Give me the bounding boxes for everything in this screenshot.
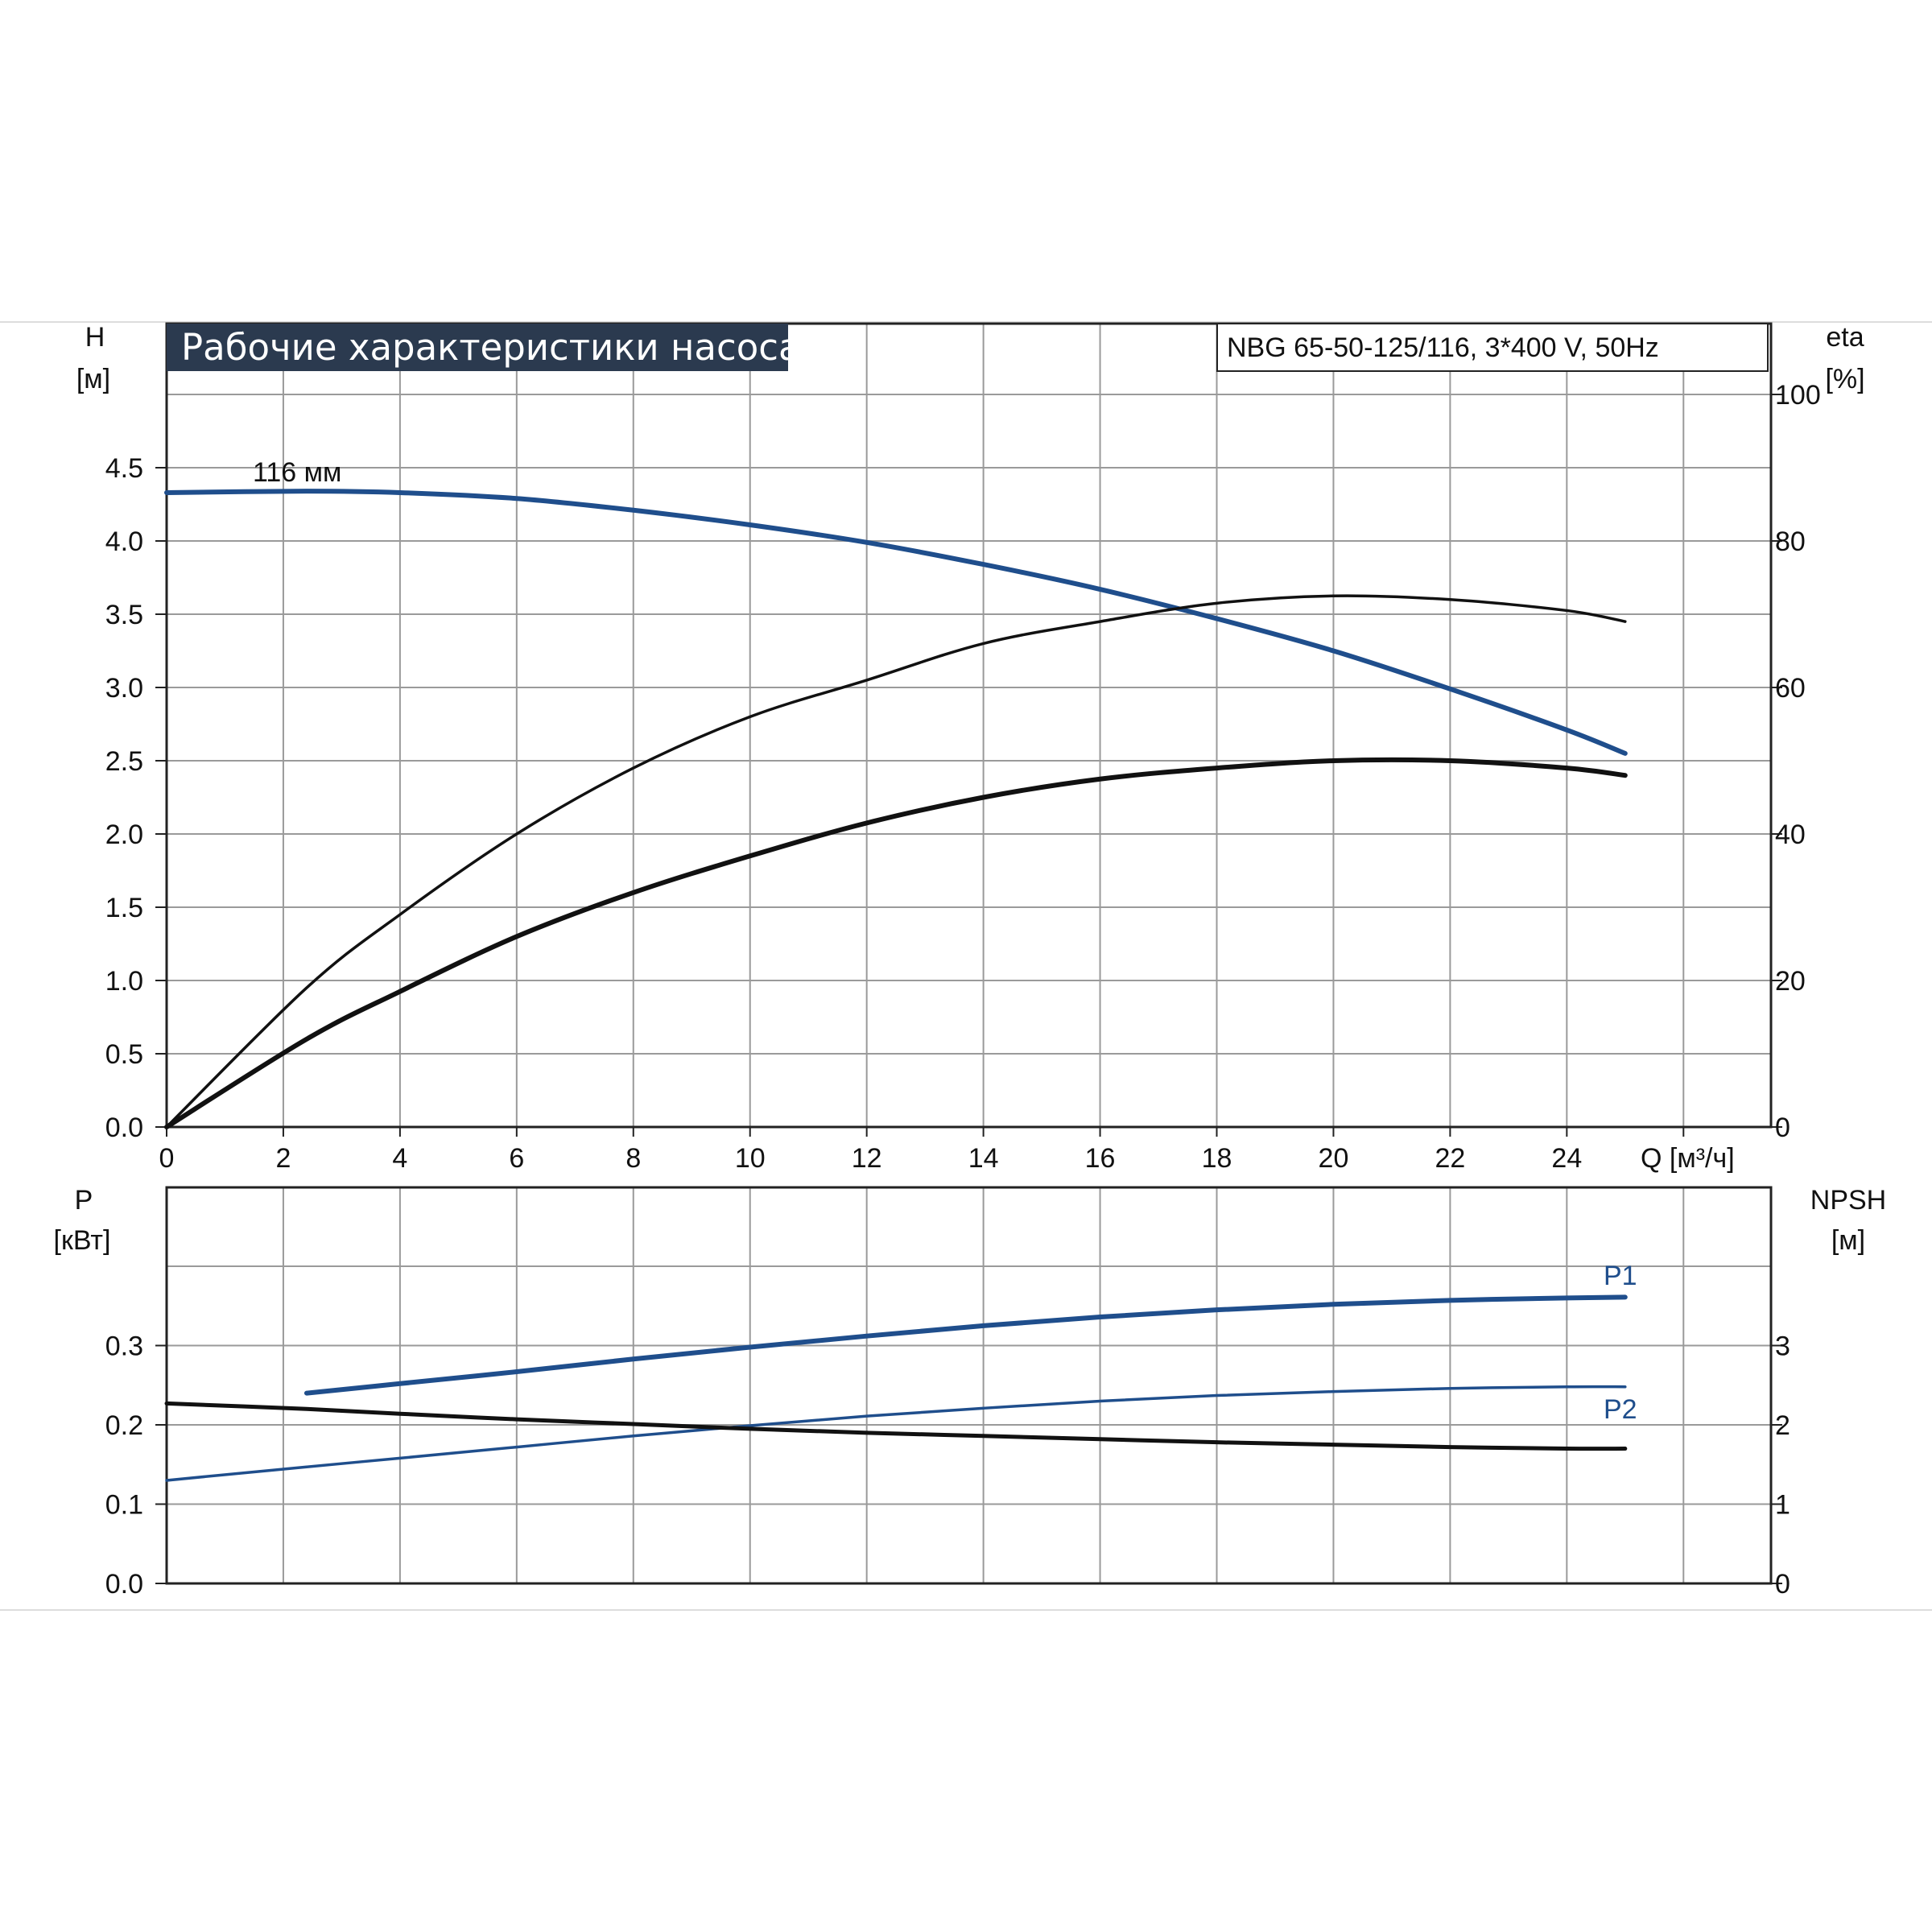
y-left-tick-label: 0.0: [105, 1569, 143, 1600]
series-label-116mm: 116 мм: [253, 457, 341, 488]
y-right-tick-label: 3: [1775, 1331, 1790, 1362]
y-right-tick-label: 1: [1775, 1490, 1790, 1521]
y-left-tick-label: 1.5: [105, 893, 143, 923]
x-tick-label: 6: [509, 1143, 524, 1174]
y-right-tick-label: 0: [1775, 1569, 1790, 1600]
y-right-tick-label: 100: [1775, 380, 1821, 411]
eta-axis-title: eta: [1826, 322, 1864, 353]
p-axis-unit: [кВт]: [54, 1225, 111, 1256]
y-left-tick-label: 4.0: [105, 526, 143, 557]
npsh-curve: [164, 1401, 1628, 1451]
tick-labels: 0.00.51.01.52.02.53.03.54.04.50204060801…: [105, 380, 1821, 1600]
npsh-axis-title: NPSH: [1810, 1185, 1886, 1216]
model-label: NBG 65-50-125/116, 3*400 V, 50Hz: [1227, 332, 1659, 363]
y-left-tick-label: 0.3: [105, 1331, 143, 1362]
efficiency-curve-2: [164, 757, 1628, 1129]
y-left-tick-label: 4.5: [105, 453, 143, 484]
x-tick-label: 18: [1202, 1143, 1232, 1174]
power-curve-p2: [165, 1385, 1627, 1482]
x-tick-label: 22: [1435, 1143, 1465, 1174]
y-left-tick-label: 2.5: [105, 746, 143, 777]
y-left-tick-label: 1.0: [105, 966, 143, 997]
x-tick-label: 16: [1085, 1143, 1116, 1174]
eta-axis-unit: [%]: [1825, 364, 1864, 394]
y-left-tick-label: 3.0: [105, 673, 143, 704]
q-axis-title: Q [м³/ч]: [1641, 1143, 1735, 1174]
y-right-tick-label: 40: [1775, 819, 1806, 850]
model-box: [1216, 323, 1769, 372]
series-label-p1: P1: [1604, 1261, 1637, 1291]
y-right-tick-label: 2: [1775, 1410, 1790, 1441]
bottom-plot-frame: [165, 1186, 1773, 1585]
h-axis-title: H: [85, 322, 105, 353]
grid: [167, 324, 1771, 1583]
x-tick-label: 0: [159, 1143, 175, 1174]
title-box: [167, 324, 788, 371]
y-right-tick-label: 0: [1775, 1113, 1790, 1143]
x-tick-label: 24: [1551, 1143, 1582, 1174]
plot-frames: [165, 322, 1773, 1585]
top-plot-frame: [165, 322, 1773, 1129]
y-right-tick-label: 80: [1775, 526, 1806, 557]
series-label-p2: P2: [1604, 1394, 1637, 1425]
y-right-tick-label: 20: [1775, 966, 1806, 997]
h-axis-unit: [м]: [76, 364, 110, 394]
p-axis-title: P: [75, 1185, 93, 1216]
x-tick-label: 4: [392, 1143, 407, 1174]
npsh-axis-unit: [м]: [1831, 1225, 1865, 1256]
series-lines: [164, 489, 1628, 1482]
y-right-tick-label: 60: [1775, 673, 1806, 704]
y-left-tick-label: 0.5: [105, 1039, 143, 1070]
y-left-tick-label: 0.0: [105, 1113, 143, 1143]
x-tick-label: 14: [968, 1143, 999, 1174]
x-tick-label: 12: [852, 1143, 882, 1174]
y-left-tick-label: 0.2: [105, 1410, 143, 1441]
efficiency-curve: [165, 594, 1627, 1129]
y-left-tick-label: 0.1: [105, 1490, 143, 1521]
x-tick-label: 10: [735, 1143, 766, 1174]
x-tick-label: 2: [275, 1143, 291, 1174]
chart-title: Рабочие характеристики насоса: [181, 326, 801, 369]
y-left-tick-label: 2.0: [105, 819, 143, 850]
power-curve-p1: [303, 1294, 1628, 1396]
head-curve-116mm: [164, 489, 1628, 756]
x-tick-label: 20: [1319, 1143, 1349, 1174]
y-left-tick-label: 3.5: [105, 600, 143, 630]
x-tick-label: 8: [625, 1143, 641, 1174]
